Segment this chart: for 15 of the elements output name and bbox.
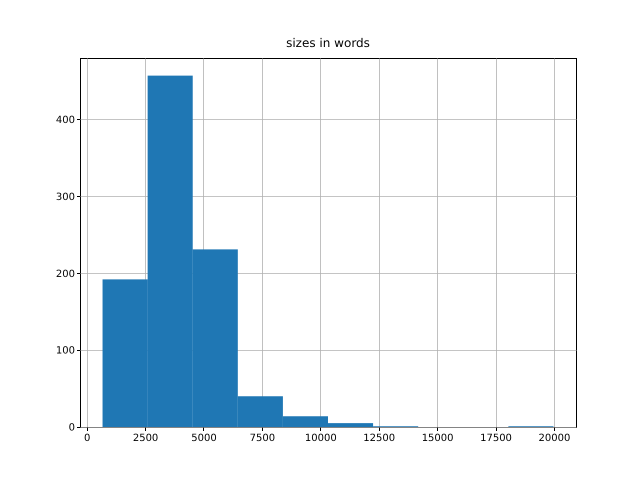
x-tick-label: 15000	[422, 433, 454, 444]
x-tick-label: 7500	[250, 433, 276, 444]
y-tick-label: 0	[68, 422, 75, 434]
y-tick-label: 400	[56, 115, 75, 126]
x-tick-label: 2500	[132, 433, 158, 444]
x-tick-label: 17500	[480, 433, 512, 444]
y-tick-label: 100	[56, 346, 75, 357]
x-tick-label: 5000	[191, 433, 217, 444]
x-tick-label: 12500	[363, 433, 396, 444]
x-tick-label: 10000	[304, 433, 337, 444]
x-tick-label: 0	[84, 433, 90, 444]
y-tick-label: 200	[56, 268, 75, 280]
y-tick-label: 300	[56, 192, 75, 203]
chart-title: sizes in words	[286, 36, 370, 50]
x-tick-label: 20000	[538, 433, 570, 444]
